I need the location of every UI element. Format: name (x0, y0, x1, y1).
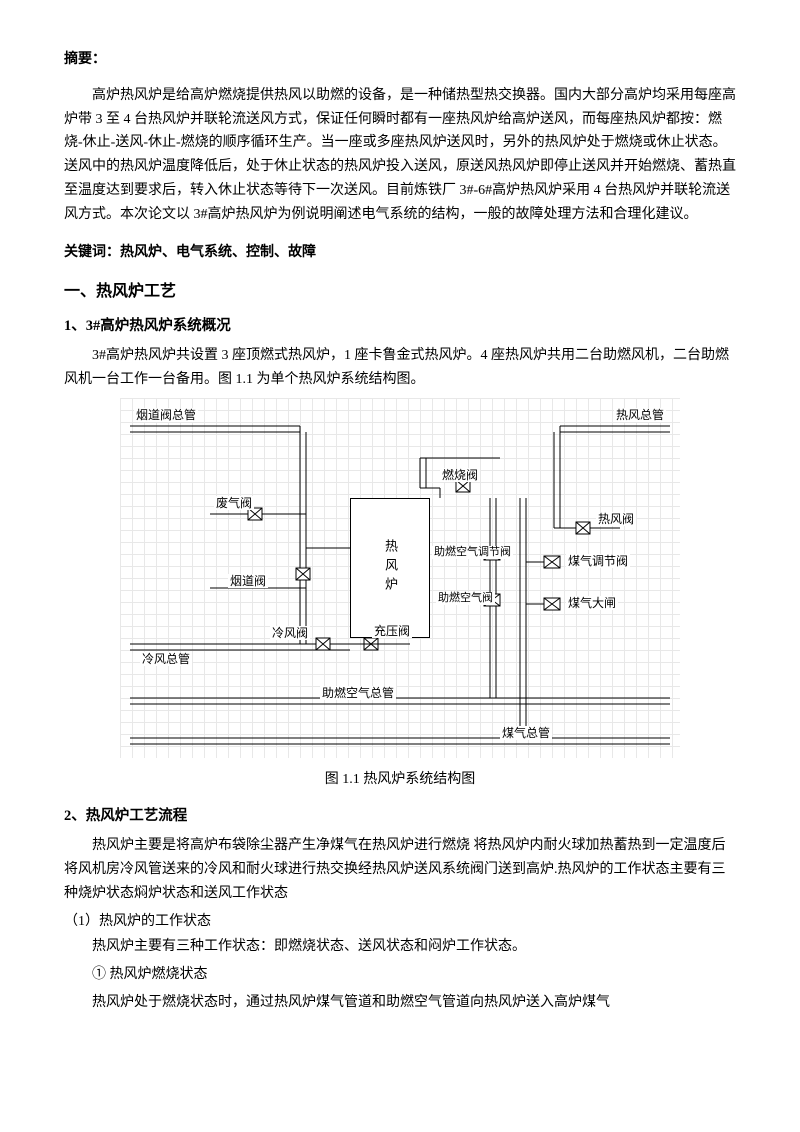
label-flue-main: 烟道阀总管 (134, 408, 198, 422)
abstract-body: 高炉热风炉是给高炉燃烧提供热风以助燃的设备，是一种储热型热交换器。国内大部分高炉… (64, 84, 736, 227)
section1-sub2-body1: 热风炉主要是将高炉布袋除尘器产生净煤气在热风炉进行燃烧 将热风炉内耐火球加热蓄热… (64, 834, 736, 905)
item1-sub-label: ① 热风炉燃烧状态 (64, 963, 736, 987)
section1-sub2-title: 2、热风炉工艺流程 (64, 804, 736, 829)
keywords: 关键词：热风炉、电气系统、控制、故障 (64, 241, 736, 265)
section1-title: 一、热风炉工艺 (64, 278, 736, 305)
item1-sub-body: 热风炉处于燃烧状态时，通过热风炉煤气管道和助燃空气管道向热风炉送入高炉煤气 (64, 991, 736, 1015)
figure-diagram: 热风炉 烟道阀总管 热风总管 废气阀 烟道阀 冷风阀 冷风总管 充压阀 燃烧阀 … (120, 398, 680, 758)
label-hot-valve: 热风阀 (596, 512, 636, 526)
abstract-label: 摘要： (64, 48, 736, 72)
figure-caption: 图 1.1 热风炉系统结构图 (64, 768, 736, 792)
central-furnace-box: 热风炉 (350, 498, 430, 638)
label-waste-valve: 废气阀 (214, 496, 254, 510)
label-charge-valve: 充压阀 (372, 624, 412, 638)
label-air-main: 助燃空气总管 (320, 686, 396, 700)
label-burn-valve: 燃烧阀 (440, 468, 480, 482)
section1-sub1-title: 1、3#高炉热风炉系统概况 (64, 314, 736, 339)
label-gas-main: 煤气总管 (500, 726, 552, 740)
label-gas-big-valve: 煤气大闸 (566, 596, 618, 610)
label-hot-main: 热风总管 (614, 408, 666, 422)
label-flue-valve: 烟道阀 (228, 574, 268, 588)
label-gas-adj-valve: 煤气调节阀 (566, 554, 630, 568)
section1-sub1-body: 3#高炉热风炉共设置 3 座顶燃式热风炉，1 座卡鲁金式热风炉。4 座热风炉共用… (64, 344, 736, 392)
item1-body: 热风炉主要有三种工作状态：即燃烧状态、送风状态和闷炉工作状态。 (64, 935, 736, 959)
label-cold-main: 冷风总管 (140, 652, 192, 666)
label-cold-valve: 冷风阀 (270, 626, 310, 640)
label-air-valve: 助燃空气阀 (436, 592, 495, 605)
item1-label: （1）热风炉的工作状态 (64, 910, 736, 934)
label-air-adj-valve: 助燃空气调节阀 (432, 546, 513, 559)
